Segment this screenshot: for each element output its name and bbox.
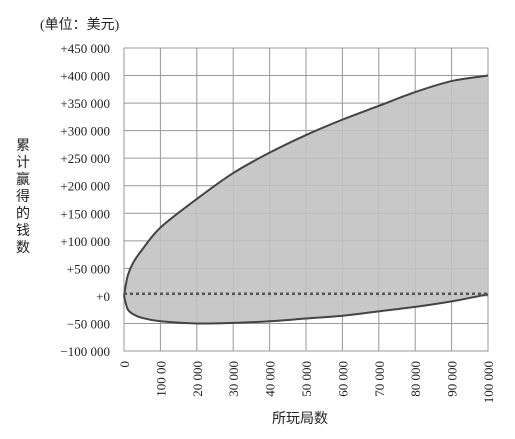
y-tick-label: +100 000 [60,234,110,249]
y-tick-labels: +450 000 +400 000 +350 000 +300 000 +250 000… [60,41,110,359]
x-tick-label: 40 000 [263,361,278,397]
y-tick-label: +50 000 [67,261,110,276]
y-tick-label: +350 000 [60,96,110,111]
y-axis-label: 累计赢得的钱数 [16,139,30,256]
x-tick-label: 100 000 [481,361,496,403]
series-lines [123,74,489,325]
x-tick-label: 80 000 [408,361,423,397]
y-tick-label: +250 000 [60,151,110,166]
unit-label: (单位：美元) [40,18,120,33]
upper-bound-line [123,74,489,297]
x-tick-label: 50 000 [299,361,314,397]
y-tick-label: +200 000 [60,179,110,194]
band-area [124,75,488,324]
y-tick-label: +0 [96,289,110,304]
x-tick-label: 70 000 [372,361,387,397]
x-tick-label: 100 00 [153,361,168,397]
x-tick-label: 20 000 [190,361,205,397]
x-tick-label: 90 000 [445,361,460,397]
y-tick-label: −50 000 [67,316,110,331]
x-tick-label: 60 000 [335,361,350,397]
y-tick-label: +300 000 [60,124,110,139]
x-tick-label: 30 000 [226,361,241,397]
x-tick-label: 0 [117,361,132,368]
y-tick-label: −100 000 [60,344,110,359]
x-tick-labels: 0 100 00 20 000 30 000 40 000 50 000 60 000 70 … [117,361,496,403]
y-tick-label: +400 000 [60,69,110,84]
y-tick-label: +450 000 [60,41,110,56]
x-axis-label: 所玩局数 [272,412,328,427]
y-tick-label: +150 000 [60,206,110,221]
lower-bound-line [123,293,489,325]
